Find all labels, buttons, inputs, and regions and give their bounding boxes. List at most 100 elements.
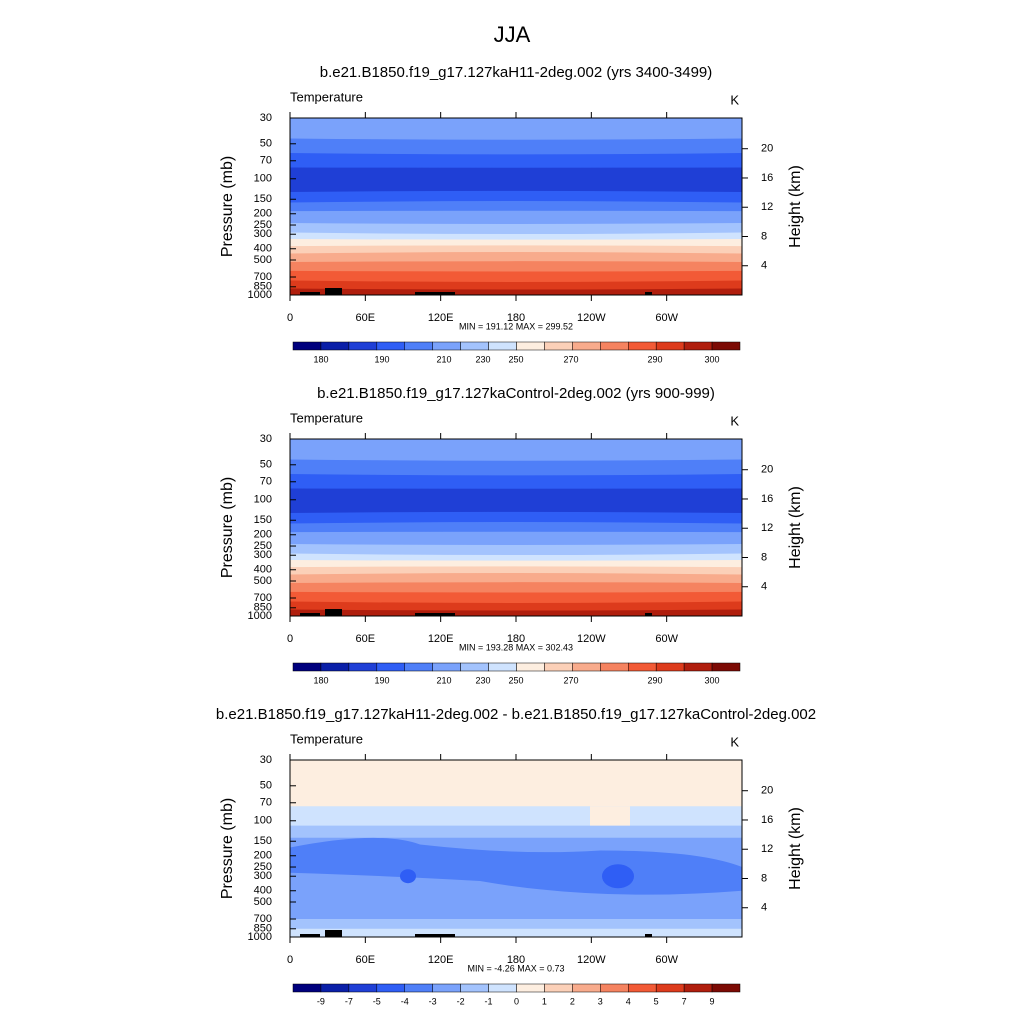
y2-tick-label: 16 [761,493,773,505]
x-tick-label: 60W [655,312,678,324]
y-tick-label: 50 [260,138,272,150]
y-axis-label: Pressure (mb) [219,798,236,899]
colorbar-label: -1 [485,996,493,1006]
y-tick-label: 200 [254,850,272,862]
colorbar-box [655,341,685,351]
y-tick-label: 500 [254,896,272,908]
stats: MIN = -4.26 MAX = 0.73 [467,963,564,973]
colorbar-label: 300 [704,675,719,685]
colorbar-label: 7 [682,996,687,1006]
x-tick-label: 180 [507,633,525,645]
y-tick-label: 1000 [248,289,272,301]
x-tick-label: 0 [287,633,293,645]
colorbar-box [348,662,378,672]
stats: MIN = 191.12 MAX = 299.52 [459,321,573,331]
y-tick-label: 500 [254,575,272,587]
y2-tick-label: 8 [761,872,767,884]
left-label: Temperature [290,89,363,104]
topography [325,288,342,295]
y-tick-label: 100 [254,815,272,827]
y2-axis-label: Height (km) [787,165,804,248]
contour-band [602,864,634,889]
x-tick-label: 0 [287,312,293,324]
colorbar-label: 250 [508,354,523,364]
colorbar-box [544,341,573,351]
y-tick-label: 50 [260,459,272,471]
colorbar-box [628,662,657,672]
y-tick-label: 1000 [248,610,272,622]
topography [645,292,652,295]
x-tick-label: 0 [287,954,293,966]
y2-axis-label: Height (km) [787,486,804,569]
colorbar-box [348,983,378,993]
colorbar-box [320,662,350,672]
colorbar-box [683,341,713,351]
colorbar-label: -9 [317,996,325,1006]
stats: MIN = 193.28 MAX = 302.43 [459,642,573,652]
y2-tick-label: 4 [761,902,767,914]
colorbar-label: -3 [429,996,437,1006]
left-label: Temperature [290,731,363,746]
colorbar-box [655,983,685,993]
left-label: Temperature [290,410,363,425]
colorbar-box [432,983,461,993]
y-tick-label: 850 [254,281,272,293]
colorbar-box [460,983,489,993]
y2-tick-label: 8 [761,551,767,563]
y-tick-label: 250 [254,219,272,231]
panel-title: b.e21.B1850.f19_g17.127kaH11-2deg.002 (y… [320,64,713,81]
topography [325,609,342,616]
colorbar-box [460,341,489,351]
colorbar-box [600,341,629,351]
colorbar-label: 290 [647,354,662,364]
y-tick-label: 500 [254,254,272,266]
contour-band [290,609,742,616]
colorbar-label: 180 [313,354,328,364]
colorbar-label: 4 [626,996,631,1006]
x-tick-label: 180 [507,312,525,324]
y-tick-label: 70 [260,476,272,488]
y-tick-label: 700 [254,271,272,283]
right-label: K [730,734,739,749]
colorbar-box [292,662,322,672]
colorbar-box [600,662,629,672]
y2-tick-label: 16 [761,172,773,184]
colorbar-box [711,341,741,351]
colorbar-box [655,662,685,672]
y-tick-label: 400 [254,243,272,255]
colorbar-label: 210 [436,354,451,364]
colorbar-label: -5 [373,996,381,1006]
y-tick-label: 50 [260,780,272,792]
colorbar-box [488,341,517,351]
colorbar-box [404,983,433,993]
y-tick-label: 150 [254,514,272,526]
x-tick-label: 60E [356,633,376,645]
y-tick-label: 300 [254,549,272,561]
y-tick-label: 100 [254,494,272,506]
colorbar-box [516,662,545,672]
colorbar-box [432,662,461,672]
contour-band [400,869,416,884]
y-tick-label: 30 [260,112,272,124]
colorbar-label: 0 [514,996,519,1006]
y2-tick-label: 16 [761,814,773,826]
colorbar-box [488,662,517,672]
colorbar-label: -4 [401,996,409,1006]
colorbar-label: 300 [704,354,719,364]
colorbar-box [488,983,517,993]
topography [415,292,455,295]
y-tick-label: 850 [254,923,272,935]
colorbar-box [516,341,545,351]
colorbar-label: 180 [313,675,328,685]
colorbar-box [376,983,405,993]
panel-title: b.e21.B1850.f19_g17.127kaControl-2deg.00… [317,385,715,402]
contour-band [290,288,742,295]
colorbar-box [292,341,322,351]
y-tick-label: 100 [254,173,272,185]
colorbar-label: 190 [374,354,389,364]
colorbar-box [460,662,489,672]
right-label: K [730,92,739,107]
colorbar-box [683,983,713,993]
panel: b.e21.B1850.f19_g17.127kaH11-2deg.002 - … [216,706,816,1006]
